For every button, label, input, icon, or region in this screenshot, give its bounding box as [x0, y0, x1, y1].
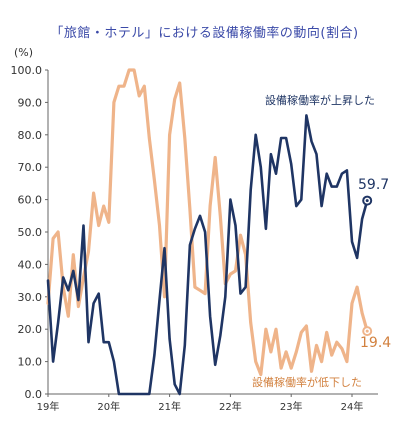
tick-label-layer: 0.0 10.0 20.0 30.0 40.0 50.0 60.0 70.0 80.0 90.0 1…: [11, 64, 364, 413]
y-tick-label: 70.0: [18, 161, 43, 174]
y-tick-label: 0.0: [25, 388, 43, 401]
y-tick-label: 100.0: [11, 64, 43, 77]
x-tick-label: 20年: [97, 400, 120, 413]
x-tick-label: 19年: [37, 400, 60, 413]
navy-end-value-label: 59.7: [358, 177, 390, 193]
chart-title: 「旅館・ホテル」における設備稼働率の動向(割合): [50, 26, 359, 41]
x-tick-label: 23年: [280, 400, 303, 413]
x-tick-label: 21年: [158, 400, 181, 413]
series-layer: [46, 68, 373, 396]
series-line-rise: [46, 114, 369, 396]
y-tick-label: 20.0: [18, 323, 43, 336]
x-tick-label: 22年: [219, 400, 242, 413]
navy-series-label: 設備稼働率が上昇した: [265, 94, 375, 107]
y-tick-label: 80.0: [18, 129, 43, 142]
orange-end-value-label: 19.4: [360, 335, 392, 351]
series-end-dot-rise: [365, 199, 369, 203]
y-tick-label: 90.0: [18, 96, 43, 109]
y-tick-label: 30.0: [18, 291, 43, 304]
y-tick-label: 10.0: [18, 356, 43, 369]
y-tick-label: 60.0: [18, 194, 43, 207]
y-tick-label: 50.0: [18, 226, 43, 239]
axis-layer: [45, 69, 378, 397]
series-end-dot-fall: [365, 329, 369, 333]
y-axis-unit-label: (%): [14, 46, 34, 59]
orange-series-label: 設備稼働率が低下した: [252, 376, 362, 389]
x-tick-label: 24年: [341, 400, 364, 413]
y-tick-label: 40.0: [18, 258, 43, 271]
series-line-fall: [46, 68, 369, 377]
